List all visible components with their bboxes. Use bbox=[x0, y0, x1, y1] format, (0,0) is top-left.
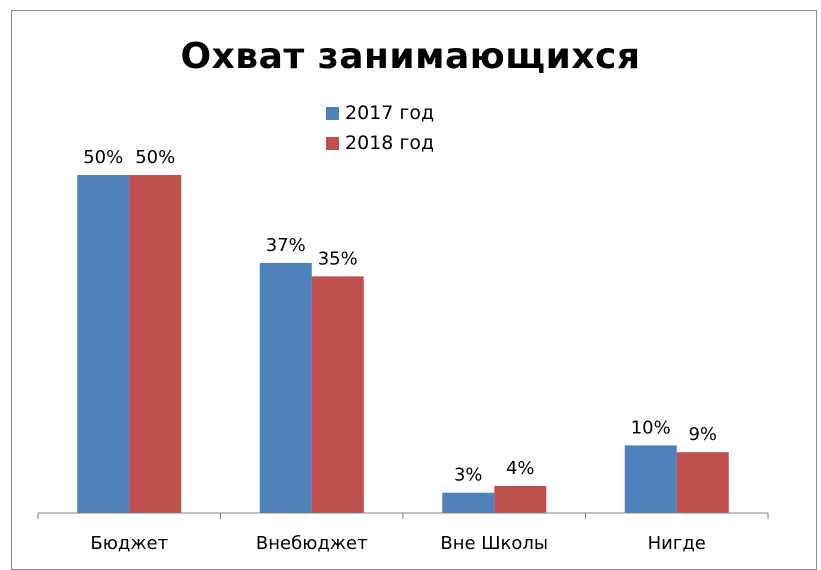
bar bbox=[311, 276, 364, 513]
bar bbox=[442, 492, 495, 513]
category-label: Нигде bbox=[648, 533, 706, 554]
legend-item-2017: 2017 год bbox=[326, 98, 434, 128]
data-label: 10% bbox=[631, 417, 671, 438]
data-label: 50% bbox=[83, 147, 123, 168]
category-label: Внебюджет bbox=[256, 533, 368, 554]
data-label: 50% bbox=[135, 147, 175, 168]
data-label: 37% bbox=[266, 235, 306, 256]
category-label: Бюджет bbox=[90, 533, 168, 554]
data-label: 35% bbox=[318, 248, 358, 269]
bar bbox=[77, 175, 130, 513]
legend-swatch-2018 bbox=[326, 136, 339, 150]
legend-item-2018: 2018 год bbox=[326, 128, 434, 158]
bar bbox=[494, 485, 547, 513]
data-label: 9% bbox=[688, 424, 717, 445]
bar bbox=[624, 445, 677, 513]
legend-swatch-2017 bbox=[326, 106, 339, 120]
bar-chart: 50% 50% Бюджет 37% 35% Внебюджет 3% 4% Вне Школы… bbox=[37, 147, 769, 554]
data-label: 4% bbox=[506, 458, 535, 479]
chart-legend: 2017 год 2018 год bbox=[326, 98, 434, 158]
bar bbox=[259, 262, 312, 513]
bar bbox=[129, 175, 182, 513]
legend-label-2018: 2018 год bbox=[345, 132, 435, 154]
category-label: Вне Школы bbox=[440, 533, 548, 554]
bar bbox=[676, 452, 729, 513]
data-label: 3% bbox=[454, 465, 483, 486]
legend-label-2017: 2017 год bbox=[345, 102, 435, 124]
chart-title: Охват занимающихся bbox=[180, 36, 641, 77]
